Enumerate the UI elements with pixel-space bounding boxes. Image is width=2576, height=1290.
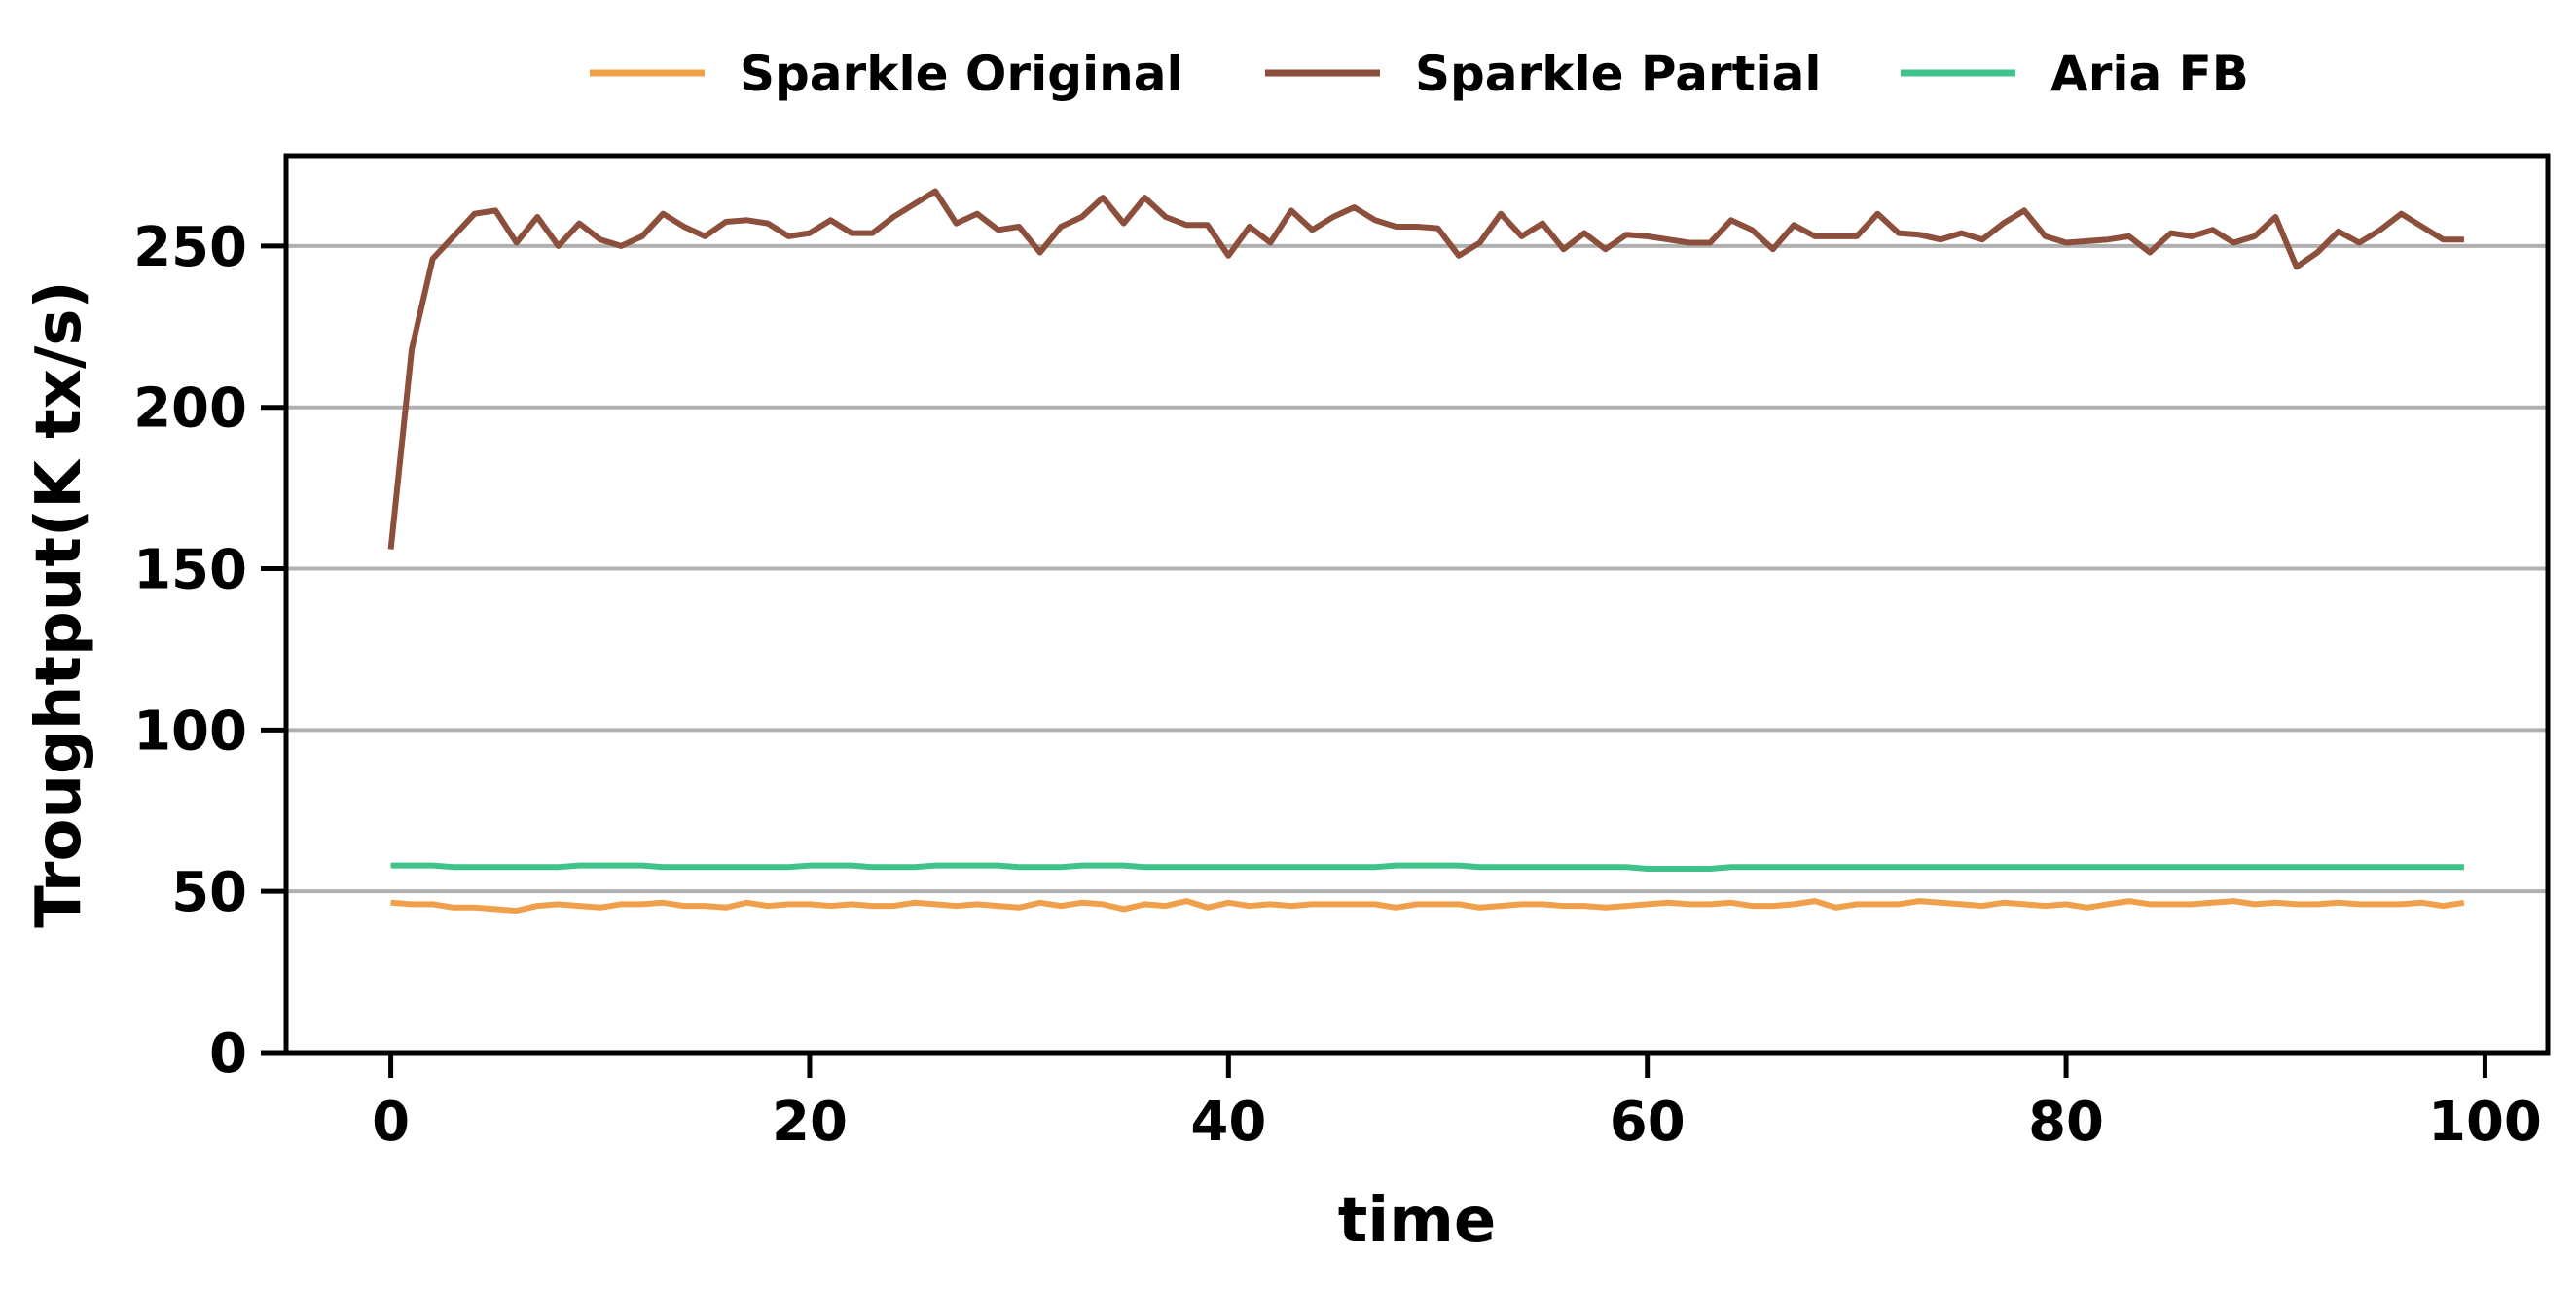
- y-axis: 0 50 100 150 200 250: [133, 216, 286, 1086]
- legend-label: Sparkle Partial: [1415, 46, 1822, 102]
- gridlines: [286, 243, 2548, 894]
- x-tick-label: 40: [1190, 1091, 1266, 1154]
- series-line-1: [387, 188, 2464, 550]
- x-tick-label: 60: [1610, 1091, 1686, 1154]
- legend-label: Aria FB: [2050, 46, 2249, 102]
- x-tick-label: 20: [772, 1091, 848, 1154]
- y-tick-label: 150: [133, 539, 247, 602]
- x-axis: 0 20 40 60 80 100: [372, 1053, 2542, 1154]
- x-tick-label: 80: [2028, 1091, 2104, 1154]
- y-tick-label: 250: [133, 216, 247, 279]
- x-tick-label: 100: [2428, 1091, 2542, 1154]
- legend-label: Sparkle Original: [740, 46, 1183, 102]
- x-tick-label: 0: [372, 1091, 410, 1154]
- y-tick-label: 0: [209, 1022, 247, 1086]
- y-tick-label: 50: [171, 861, 247, 924]
- series-line-0: [390, 898, 2465, 914]
- y-axis-title: Troughtput(K tx/s): [23, 280, 95, 927]
- series-lines: [387, 188, 2465, 914]
- series-line-2: [390, 862, 2464, 872]
- y-tick-label: 200: [133, 377, 247, 441]
- y-tick-label: 100: [133, 699, 247, 763]
- plot-frame: [283, 153, 2551, 1056]
- legend: Sparkle Original Sparkle Partial Aria FB: [590, 46, 2249, 102]
- x-axis-title: time: [1338, 1185, 1497, 1257]
